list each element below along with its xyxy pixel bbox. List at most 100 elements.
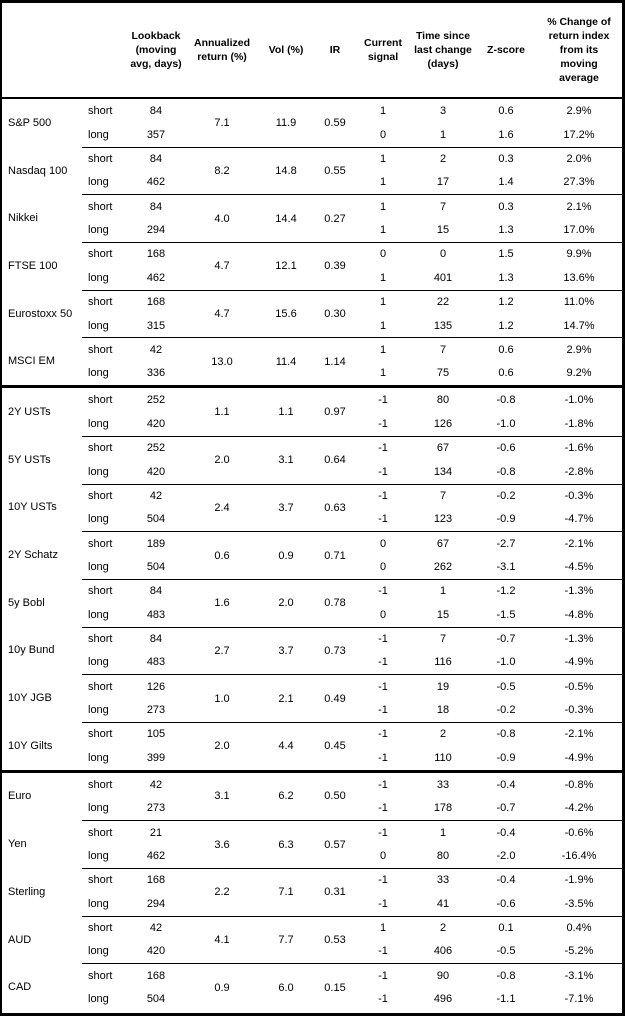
current-signal-short-value: -1 bbox=[356, 578, 410, 603]
pct-change-short-value: -2.1% bbox=[536, 531, 622, 555]
vol-value: 11.9 bbox=[275, 116, 297, 129]
lookback-long-value: 504 bbox=[146, 513, 166, 526]
zscore-short-value: -0.8 bbox=[476, 963, 536, 987]
asset-name: Nikkei bbox=[8, 212, 38, 225]
horizon-short-label: short bbox=[82, 146, 126, 171]
lookback-long-value: 504 bbox=[146, 993, 166, 1006]
horizon-long-label: long bbox=[88, 751, 109, 764]
horizon-short-label: short bbox=[82, 721, 126, 746]
zscore-long-value: 1.2 bbox=[498, 319, 514, 332]
current-signal-short-value: -1 bbox=[356, 626, 410, 651]
time-since-long-value: 110 bbox=[434, 751, 452, 764]
time-since-long-value: 262 bbox=[433, 560, 453, 573]
annualized-return-value: 13.0 bbox=[186, 337, 258, 385]
pct-change-long-value: -4.2% bbox=[564, 802, 594, 815]
asset-group: 5y Bobl short 84 1.6 2.0 0.78 -1 1 -1.2 … bbox=[2, 578, 622, 627]
ir-value: 0.55 bbox=[314, 146, 356, 195]
horizon-short-label: short bbox=[88, 394, 113, 407]
horizon-short-label: short bbox=[88, 104, 113, 117]
asset-group: AUD short 42 4.1 7.7 0.53 1 2 0.1 0.4% l… bbox=[2, 915, 622, 964]
asset-group: 10Y Gilts short 105 2.0 4.4 0.45 -1 2 -0… bbox=[2, 721, 622, 770]
asset-group: 2Y Schatz short 189 0.6 0.9 0.71 0 67 -2… bbox=[2, 531, 622, 579]
time-since-long-value: 41 bbox=[436, 897, 450, 910]
time-since-long-value: 406 bbox=[433, 945, 453, 958]
vol-value: 2.0 bbox=[258, 578, 314, 627]
lookback-long-value: 420 bbox=[146, 945, 166, 958]
current-signal-long-value: -1 bbox=[378, 513, 388, 526]
lookback-short-value: 42 bbox=[126, 337, 186, 361]
lookback-long-value: 420 bbox=[146, 465, 166, 478]
zscore-long-value: -0.9 bbox=[496, 513, 516, 526]
lookback-short-value: 105 bbox=[126, 721, 186, 746]
time-since-short-value: 2 bbox=[410, 146, 476, 171]
zscore-long-value: 1.4 bbox=[498, 176, 514, 189]
time-since-long-value: 401 bbox=[433, 271, 453, 284]
current-signal-short-value: -1 bbox=[356, 721, 410, 746]
lookback-long-value: 420 bbox=[146, 417, 166, 430]
asset-group: 2Y USTs short 252 1.1 1.1 0.97 -1 80 -0.… bbox=[2, 388, 622, 436]
asset-name: S&P 500 bbox=[8, 116, 52, 129]
asset-name: FTSE 100 bbox=[8, 259, 58, 272]
horizon-long-label: long bbox=[88, 367, 109, 380]
current-signal-short-value: 1 bbox=[356, 289, 410, 314]
pct-change-long-value: -4.7% bbox=[564, 513, 594, 526]
horizon-short-label: short bbox=[82, 531, 126, 555]
pct-change-long-value: 17.2% bbox=[563, 128, 595, 141]
asset-name: Nasdaq 100 bbox=[8, 164, 68, 177]
horizon-long-label: long bbox=[88, 993, 109, 1006]
horizon-long-label: long bbox=[88, 656, 109, 669]
zscore-short-value: 1.2 bbox=[476, 289, 536, 314]
time-since-short-value: 33 bbox=[410, 868, 476, 892]
ir-value: 0.45 bbox=[314, 721, 356, 770]
ir-value: 0.71 bbox=[314, 531, 356, 579]
header-current-signal: Current signal bbox=[364, 37, 402, 63]
pct-change-long-value: 27.3% bbox=[563, 176, 595, 189]
lookback-short-value: 84 bbox=[126, 146, 186, 171]
asset-name: 10y Bund bbox=[8, 644, 55, 657]
current-signal-short-value: 1 bbox=[356, 194, 410, 218]
current-signal-short-value: -1 bbox=[356, 820, 410, 844]
time-since-long-value: 15 bbox=[436, 608, 450, 621]
lookback-short-value: 189 bbox=[126, 531, 186, 555]
annualized-return-value: 0.6 bbox=[186, 531, 258, 579]
lookback-long-value: 273 bbox=[146, 704, 166, 717]
header-annualized-return: Annualized return (%) bbox=[193, 37, 250, 63]
lookback-long-value: 462 bbox=[146, 271, 166, 284]
asset-name: 5Y USTs bbox=[8, 453, 51, 466]
vol-value: 11.4 bbox=[258, 337, 314, 385]
time-since-long-value: 15 bbox=[436, 224, 450, 237]
zscore-short-value: -0.2 bbox=[476, 483, 536, 508]
asset-name: Yen bbox=[8, 838, 27, 851]
vol-value: 1.1 bbox=[278, 405, 294, 418]
asset-name: Eurostoxx 50 bbox=[8, 307, 73, 320]
current-signal-short-value: 1 bbox=[356, 915, 410, 940]
zscore-long-value: -1.1 bbox=[496, 993, 516, 1006]
zscore-short-value: -0.5 bbox=[476, 674, 536, 698]
time-since-long-value: 178 bbox=[433, 802, 453, 815]
current-signal-short-value: -1 bbox=[356, 435, 410, 460]
asset-group: Yen short 21 3.6 6.3 0.57 -1 1 -0.4 -0.6… bbox=[2, 820, 622, 868]
zscore-long-value: 1.3 bbox=[498, 224, 514, 237]
lookback-long-value: 399 bbox=[146, 751, 166, 764]
ir-value: 0.64 bbox=[314, 435, 356, 484]
time-since-short-value: 22 bbox=[410, 289, 476, 314]
pct-change-long-value: -2.8% bbox=[564, 465, 594, 478]
zscore-short-value: -1.2 bbox=[476, 578, 536, 603]
asset-name: 5y Bobl bbox=[8, 596, 45, 609]
zscore-short-value: -0.4 bbox=[496, 778, 516, 791]
time-since-short-value: 33 bbox=[436, 778, 450, 791]
horizon-short-label: short bbox=[82, 194, 126, 218]
horizon-short-label: short bbox=[88, 778, 113, 791]
pct-change-short-value: 2.9% bbox=[536, 337, 622, 361]
asset-name: CAD bbox=[8, 981, 32, 994]
table-body: S&P 500 short 84 7.1 11.9 0.59 1 3 0.6 2… bbox=[2, 99, 622, 1011]
time-since-long-value: 126 bbox=[433, 417, 453, 430]
pct-change-short-value: -0.8% bbox=[564, 778, 594, 791]
zscore-short-value: 0.6 bbox=[498, 104, 514, 117]
zscore-short-value: 1.5 bbox=[476, 242, 536, 266]
asset-name: 2Y USTs bbox=[8, 405, 51, 418]
annualized-return-value: 4.0 bbox=[186, 194, 258, 242]
current-signal-short-value: -1 bbox=[356, 963, 410, 987]
asset-group: Nasdaq 100 short 84 8.2 14.8 0.55 1 2 0.… bbox=[2, 146, 622, 195]
lookback-short-value: 84 bbox=[126, 194, 186, 218]
